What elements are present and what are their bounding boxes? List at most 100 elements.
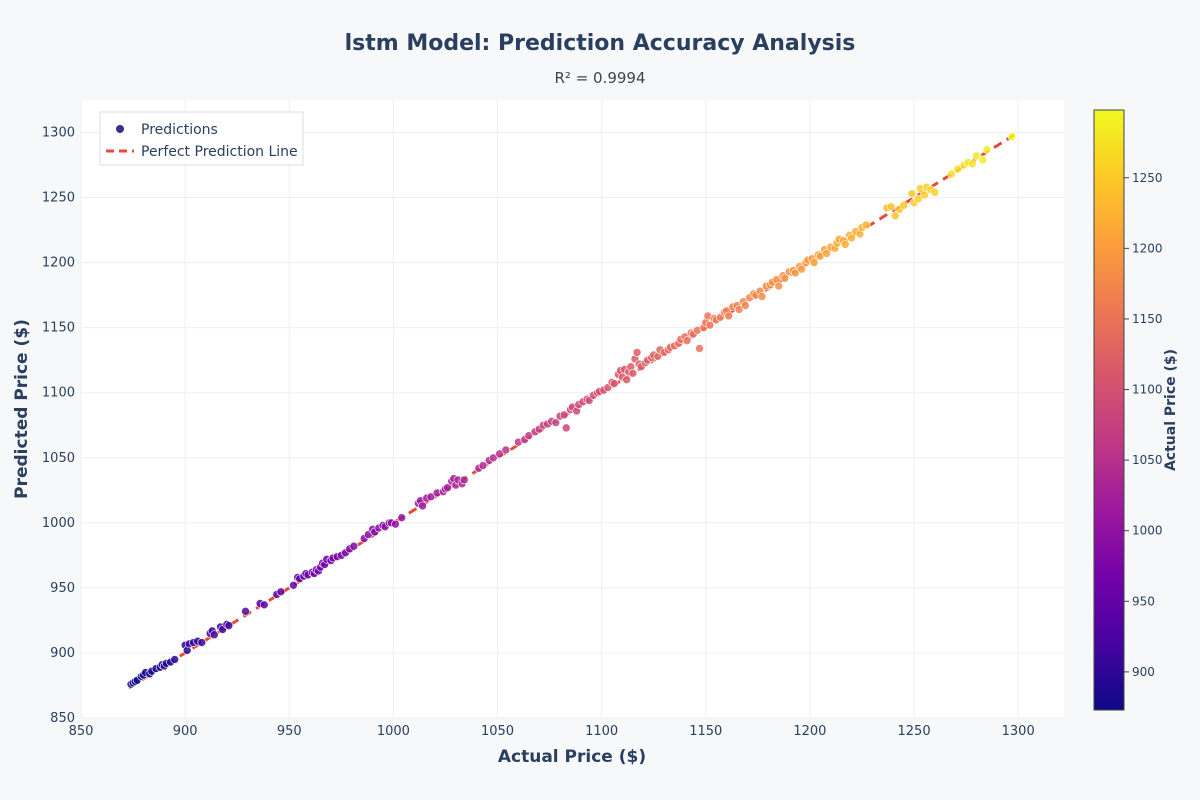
prediction-point[interactable]: [791, 268, 800, 278]
prediction-point[interactable]: [757, 292, 767, 301]
prediction-point[interactable]: [170, 655, 180, 664]
prediction-point[interactable]: [622, 375, 631, 385]
prediction-point[interactable]: [891, 211, 900, 221]
prediction-point[interactable]: [899, 201, 908, 210]
prediction-point[interactable]: [559, 410, 569, 420]
prediction-point[interactable]: [809, 258, 819, 267]
prediction-point[interactable]: [289, 580, 298, 590]
prediction-point[interactable]: [847, 233, 856, 243]
prediction-point[interactable]: [609, 379, 619, 388]
colorbar-tick-label: 1050: [1132, 453, 1163, 467]
prediction-point[interactable]: [982, 145, 992, 154]
prediction-point[interactable]: [259, 600, 269, 610]
x-axis-title: Actual Price ($): [498, 747, 646, 767]
x-tick-label: 1050: [481, 724, 514, 739]
prediction-point[interactable]: [913, 194, 923, 204]
prediction-point[interactable]: [741, 301, 750, 310]
colorbar-tick-label: 1150: [1132, 312, 1163, 326]
y-tick-label: 1300: [42, 126, 75, 141]
prediction-point[interactable]: [561, 423, 571, 433]
prediction-point[interactable]: [397, 513, 407, 522]
prediction-point[interactable]: [524, 431, 534, 440]
prediction-points: [126, 132, 1017, 689]
prediction-point[interactable]: [209, 630, 219, 640]
x-tick-label: 1300: [1002, 724, 1035, 739]
prediction-point[interactable]: [1007, 132, 1017, 141]
colorbar-title: Actual Price ($): [1163, 349, 1179, 471]
prediction-point[interactable]: [886, 202, 896, 211]
prediction-point[interactable]: [489, 453, 498, 463]
x-tick-label: 1100: [585, 724, 618, 739]
prediction-point[interactable]: [551, 418, 561, 427]
prediction-point[interactable]: [443, 483, 452, 493]
colorbar-tick-label: 950: [1132, 594, 1155, 608]
prediction-point[interactable]: [426, 492, 436, 502]
prediction-point[interactable]: [632, 348, 642, 357]
legend-label-predictions: Predictions: [141, 122, 218, 138]
y-tick-label: 1100: [42, 386, 75, 401]
prediction-point[interactable]: [501, 445, 511, 455]
colorbar: 900 950 1000 1050 1100 1150 1200 1250 Actual Pr…: [1093, 109, 1179, 711]
prediction-point[interactable]: [682, 336, 692, 345]
colorbar-ticks: 900 950 1000 1050 1100 1150 1200 1250: [1124, 171, 1163, 679]
prediction-point[interactable]: [391, 519, 400, 529]
legend-marker-predictions: [116, 125, 124, 133]
prediction-point[interactable]: [861, 220, 871, 230]
prediction-point[interactable]: [774, 281, 783, 291]
y-tick-label: 850: [50, 711, 75, 726]
prediction-point[interactable]: [920, 190, 929, 200]
chart-subtitle: R² = 0.9994: [554, 69, 645, 87]
prediction-point[interactable]: [953, 164, 963, 174]
prediction-point[interactable]: [705, 320, 715, 330]
colorbar-tick-label: 1100: [1132, 383, 1163, 397]
x-tick-label: 1200: [793, 724, 826, 739]
prediction-point[interactable]: [276, 587, 286, 597]
prediction-point[interactable]: [459, 475, 469, 485]
legend[interactable]: Predictions Perfect Prediction Line: [99, 111, 304, 166]
x-tick-label: 1150: [689, 724, 722, 739]
prediction-point[interactable]: [797, 264, 806, 274]
colorbar-gradient: [1093, 109, 1125, 711]
prediction-point[interactable]: [724, 311, 733, 321]
prediction-point[interactable]: [841, 240, 850, 249]
prediction-point[interactable]: [780, 273, 790, 283]
legend-box: [99, 111, 304, 166]
prediction-point[interactable]: [628, 368, 638, 378]
prediction-point[interactable]: [197, 638, 207, 647]
y-tick-label: 1050: [42, 451, 75, 466]
prediction-point[interactable]: [968, 159, 977, 169]
x-tick-label: 950: [277, 724, 302, 739]
x-tick-label: 850: [69, 724, 94, 739]
y-tick-label: 1250: [42, 191, 75, 206]
x-tick-label: 1000: [377, 724, 410, 739]
y-tick-label: 1000: [42, 516, 75, 531]
y-axis-ticks: 850 900 950 1000 1050 1100 1150 1200 1250 1300: [42, 126, 75, 726]
chart-title: lstm Model: Prediction Accuracy Analysis: [345, 31, 856, 56]
x-tick-label: 1250: [898, 724, 931, 739]
prediction-point[interactable]: [241, 607, 250, 616]
prediction-point[interactable]: [224, 621, 234, 630]
y-tick-label: 1150: [42, 321, 75, 336]
legend-label-perfect-line: Perfect Prediction Line: [141, 144, 298, 160]
prediction-point[interactable]: [972, 151, 981, 161]
colorbar-tick-label: 1200: [1132, 241, 1163, 255]
prediction-point[interactable]: [734, 305, 744, 314]
y-axis-title: Predicted Price ($): [12, 319, 32, 499]
x-axis-ticks: 850 900 950 1000 1050 1100 1150 1200 1250 1300: [69, 724, 1035, 739]
prediction-point[interactable]: [495, 449, 504, 459]
prediction-point[interactable]: [978, 155, 988, 165]
prediction-point[interactable]: [947, 169, 956, 179]
prediction-point[interactable]: [822, 249, 831, 258]
prediction-point[interactable]: [930, 188, 940, 197]
prediction-point[interactable]: [349, 541, 359, 551]
prediction-point[interactable]: [695, 344, 704, 353]
colorbar-tick-label: 900: [1132, 665, 1155, 679]
x-tick-label: 900: [173, 724, 198, 739]
y-tick-label: 900: [50, 646, 75, 661]
prediction-point[interactable]: [418, 501, 427, 511]
y-tick-label: 950: [50, 581, 75, 596]
prediction-point[interactable]: [907, 189, 917, 198]
prediction-point[interactable]: [478, 461, 488, 470]
